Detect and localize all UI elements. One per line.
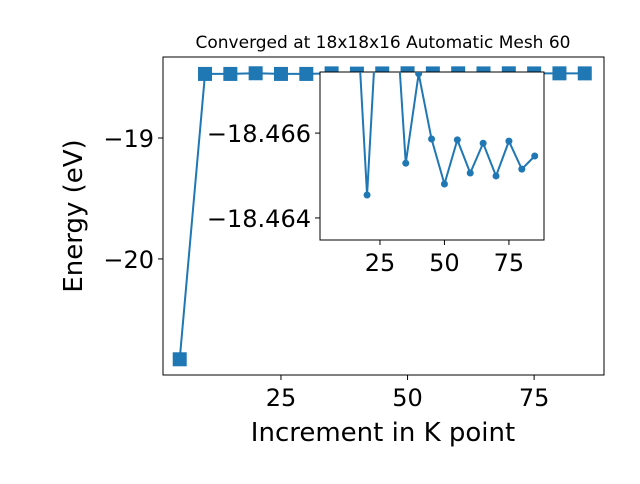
marker <box>505 137 513 145</box>
marker <box>248 66 263 81</box>
chart-title: Converged at 18x18x16 Automatic Mesh 60 <box>196 33 571 53</box>
axes-frame <box>319 71 545 241</box>
marker <box>223 66 238 81</box>
y-tick-label: −18.466 <box>207 120 311 148</box>
marker <box>172 352 187 367</box>
y-tick-label: −19 <box>103 125 154 153</box>
marker <box>466 169 474 177</box>
marker <box>402 159 410 167</box>
x-tick-label: 50 <box>429 249 460 277</box>
y-axis-label: Energy (eV) <box>59 139 89 292</box>
marker <box>273 66 288 81</box>
marker <box>440 180 448 188</box>
x-tick-label: 75 <box>519 384 550 412</box>
marker <box>428 135 436 143</box>
y-tick-label: −20 <box>103 246 154 274</box>
marker <box>453 136 461 144</box>
plot-area <box>359 72 539 199</box>
marker <box>479 139 487 147</box>
marker <box>552 66 567 81</box>
x-tick-label: 75 <box>494 249 525 277</box>
marker <box>299 66 314 81</box>
marker <box>492 172 500 180</box>
x-tick-label: 25 <box>365 249 396 277</box>
marker <box>415 72 423 78</box>
x-axis-label: Increment in K point <box>251 418 515 448</box>
x-tick-label: 50 <box>392 384 423 412</box>
marker <box>577 66 592 81</box>
marker <box>363 191 371 199</box>
marker <box>198 66 213 81</box>
marker <box>531 152 539 160</box>
x-tick-label: 25 <box>266 384 297 412</box>
marker <box>518 165 526 173</box>
y-tick-label: −18.464 <box>207 205 311 233</box>
